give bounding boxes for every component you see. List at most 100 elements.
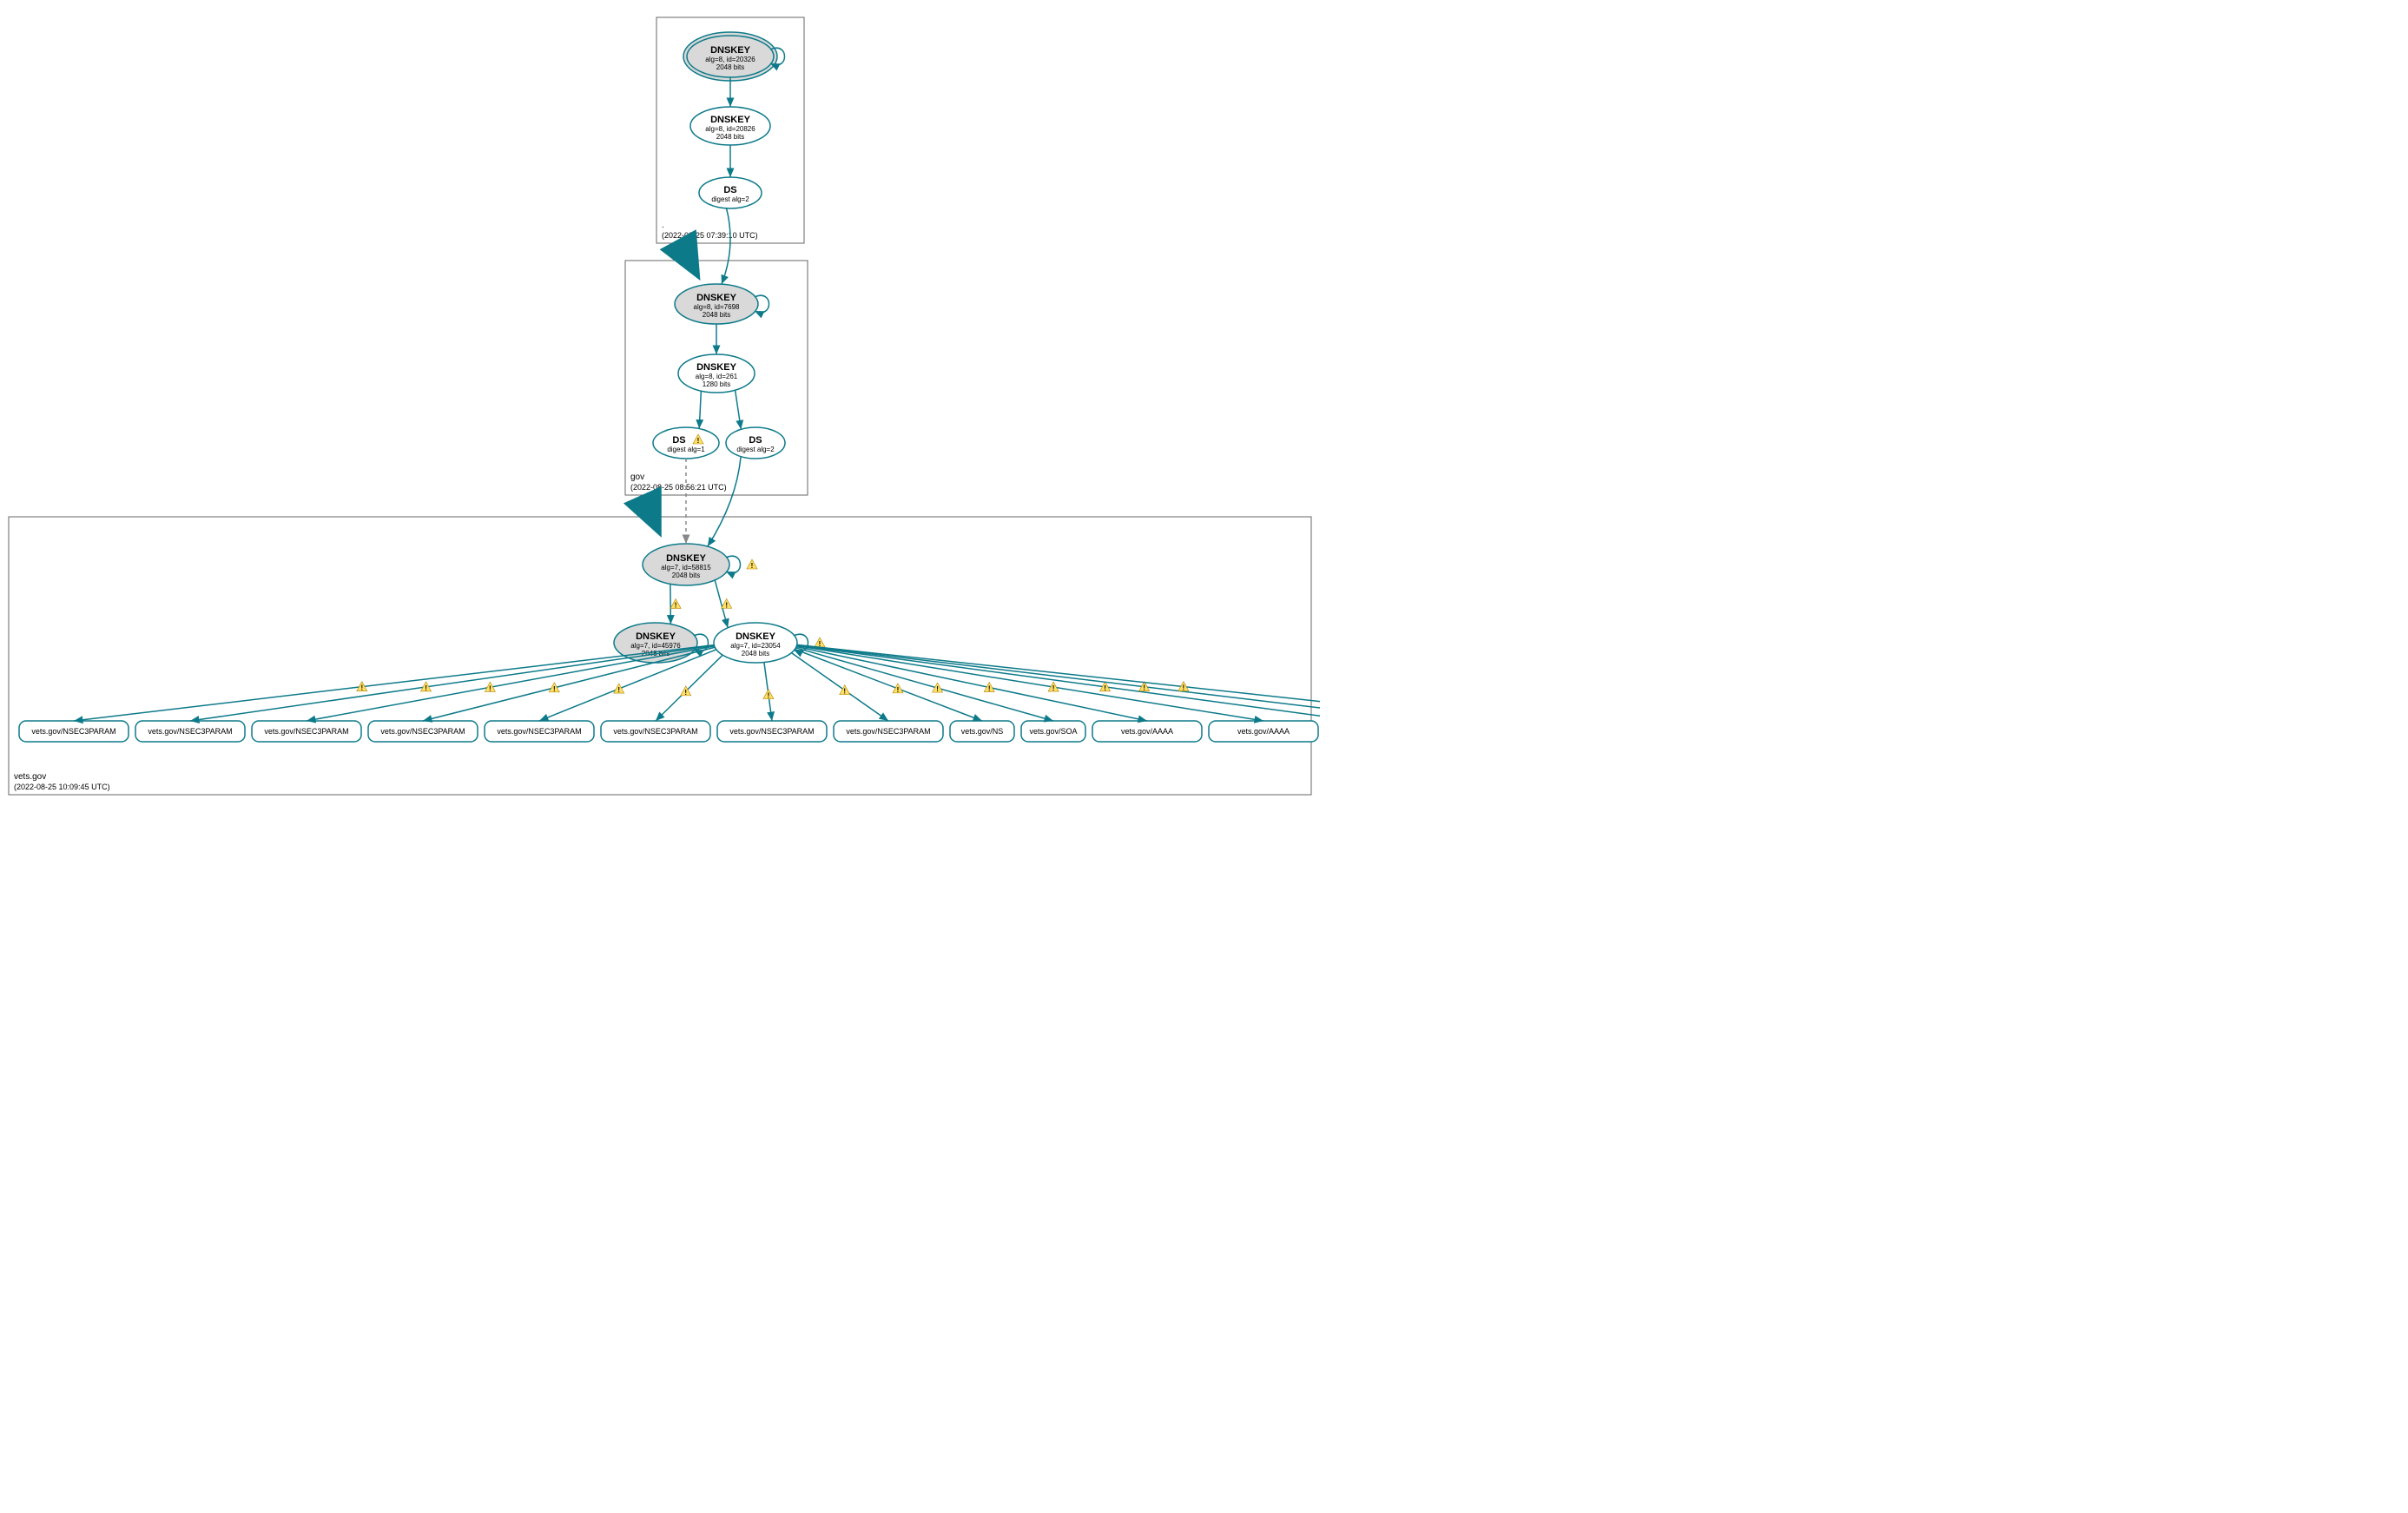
rr-leaf: vets.gov/NSEC3PARAM xyxy=(19,721,129,742)
svg-text:alg=7, id=23054: alg=7, id=23054 xyxy=(730,642,781,650)
svg-text:vets.gov/NSEC3PARAM: vets.gov/NSEC3PARAM xyxy=(264,727,348,736)
dnssec-diagram: .(2022-08-25 07:39:10 UTC) gov (2022-08-25… xyxy=(0,0,1320,834)
svg-text:!: ! xyxy=(768,692,770,700)
node-root_ds: DSdigest alg=2 xyxy=(699,177,762,208)
svg-text:2048 bits: 2048 bits xyxy=(672,572,700,579)
warning-icon: ! xyxy=(549,683,559,693)
svg-text:alg=8, id=20326: alg=8, id=20326 xyxy=(705,56,755,63)
svg-text:DNSKEY: DNSKEY xyxy=(636,631,676,642)
rr-leaf: vets.gov/NSEC3PARAM xyxy=(485,721,594,742)
svg-text:2048 bits: 2048 bits xyxy=(742,650,769,657)
svg-text:2048 bits: 2048 bits xyxy=(716,63,744,71)
svg-text:!: ! xyxy=(1104,684,1106,692)
node-gov_ds2: DSdigest alg=2 xyxy=(726,427,785,459)
zone-link xyxy=(688,243,690,262)
svg-text:vets.gov/NSEC3PARAM: vets.gov/NSEC3PARAM xyxy=(148,727,232,736)
svg-text:2048 bits: 2048 bits xyxy=(703,311,730,319)
edge xyxy=(699,391,701,428)
rr-leaf: vets.gov/NS xyxy=(950,721,1014,742)
warning-icon: ! xyxy=(722,598,732,609)
warning-icon: ! xyxy=(984,683,994,693)
svg-text:.: . xyxy=(662,221,664,230)
svg-text:!: ! xyxy=(1182,684,1184,692)
svg-text:!: ! xyxy=(553,685,556,693)
svg-text:vets.gov/AAAA: vets.gov/AAAA xyxy=(1237,727,1290,736)
svg-text:DNSKEY: DNSKEY xyxy=(696,293,737,303)
svg-text:!: ! xyxy=(725,601,728,609)
svg-text:digest alg=2: digest alg=2 xyxy=(736,446,775,453)
edge xyxy=(708,457,741,547)
svg-text:!: ! xyxy=(897,686,900,694)
svg-text:!: ! xyxy=(675,601,677,609)
edge xyxy=(670,584,671,624)
svg-text:vets.gov/SOA: vets.gov/SOA xyxy=(1029,727,1077,736)
svg-text:DNSKEY: DNSKEY xyxy=(666,553,707,564)
rr-leaf: vets.gov/NSEC3PARAM xyxy=(252,721,361,742)
warning-icon: ! xyxy=(670,598,681,609)
svg-text:digest alg=2: digest alg=2 xyxy=(711,195,749,203)
rr-leaf: vets.gov/AAAA xyxy=(1092,721,1202,742)
rr-leaf: vets.gov/NSEC3PARAM xyxy=(601,721,710,742)
svg-text:!: ! xyxy=(988,685,991,693)
warning-icon: ! xyxy=(485,682,495,692)
rr-leaf: vets.gov/NSEC3PARAM xyxy=(368,721,478,742)
svg-text:!: ! xyxy=(843,688,846,696)
node-vets_zsk1: DNSKEYalg=7, id=459762048 bits! xyxy=(614,623,725,663)
svg-text:vets.gov/NSEC3PARAM: vets.gov/NSEC3PARAM xyxy=(31,727,115,736)
svg-text:vets.gov/AAAA: vets.gov/AAAA xyxy=(1121,727,1173,736)
svg-text:!: ! xyxy=(936,685,939,693)
node-gov_ds1: DS!digest alg=1 xyxy=(653,427,719,459)
svg-text:digest alg=1: digest alg=1 xyxy=(667,446,705,453)
edge-to-leaf xyxy=(656,655,722,721)
svg-text:DS: DS xyxy=(672,435,685,446)
rr-leaf: vets.gov/NSEC3PARAM xyxy=(135,721,245,742)
svg-text:gov: gov xyxy=(630,472,644,482)
rr-leaf: vets.gov/NSEC3PARAM xyxy=(834,721,943,742)
svg-text:alg=8, id=261: alg=8, id=261 xyxy=(696,373,738,380)
warning-icon: ! xyxy=(614,684,624,694)
svg-text:alg=7, id=45976: alg=7, id=45976 xyxy=(630,642,681,650)
edge-to-leaf xyxy=(423,647,715,721)
node-gov_ksk: DNSKEYalg=8, id=76982048 bits xyxy=(675,284,769,324)
svg-text:!: ! xyxy=(697,437,700,445)
edge xyxy=(736,390,742,429)
svg-text:alg=8, id=7698: alg=8, id=7698 xyxy=(694,303,740,311)
svg-text:vets.gov/NSEC3PARAM: vets.gov/NSEC3PARAM xyxy=(729,727,814,736)
svg-text:vets.gov/NSEC3PARAM: vets.gov/NSEC3PARAM xyxy=(380,727,465,736)
edge-to-leaf xyxy=(307,646,715,721)
svg-text:vets.gov/NSEC3PARAM: vets.gov/NSEC3PARAM xyxy=(497,727,581,736)
svg-text:vets.gov/NSEC3PARAM: vets.gov/NSEC3PARAM xyxy=(846,727,930,736)
svg-text:!: ! xyxy=(617,686,620,694)
svg-text:!: ! xyxy=(684,689,687,697)
svg-text:!: ! xyxy=(751,562,754,570)
svg-text:DNSKEY: DNSKEY xyxy=(736,631,776,642)
edge-to-leaf xyxy=(190,645,714,721)
svg-text:DS: DS xyxy=(723,185,736,195)
svg-text:vets.gov/NSEC3PARAM: vets.gov/NSEC3PARAM xyxy=(613,727,697,736)
warning-icon: ! xyxy=(840,685,850,696)
rr-leaf: vets.gov/AAAA xyxy=(1209,721,1318,742)
svg-text:DNSKEY: DNSKEY xyxy=(710,45,751,56)
svg-text:vets.gov/NS: vets.gov/NS xyxy=(961,727,1004,736)
svg-text:!: ! xyxy=(425,684,427,692)
svg-text:vets.gov: vets.gov xyxy=(14,772,46,782)
rr-leaf: vets.gov/SOA xyxy=(1021,721,1085,742)
svg-text:DNSKEY: DNSKEY xyxy=(696,362,737,373)
node-root_zsk: DNSKEYalg=8, id=208262048 bits xyxy=(690,107,770,145)
svg-text:!: ! xyxy=(489,684,491,692)
svg-text:1280 bits: 1280 bits xyxy=(703,380,730,388)
svg-text:(2022-08-25 10:09:45 UTC): (2022-08-25 10:09:45 UTC) xyxy=(14,783,110,791)
svg-text:2048 bits: 2048 bits xyxy=(716,133,744,141)
svg-text:DS: DS xyxy=(749,435,762,446)
edge xyxy=(722,208,730,284)
rr-leaf: vets.gov/NSEC3PARAM xyxy=(717,721,827,742)
edge-to-leaf xyxy=(796,647,1147,721)
svg-text:!: ! xyxy=(360,684,363,692)
svg-text:(2022-08-25 07:39:10 UTC): (2022-08-25 07:39:10 UTC) xyxy=(662,231,758,240)
svg-text:!: ! xyxy=(1052,684,1055,692)
svg-text:alg=7, id=58815: alg=7, id=58815 xyxy=(661,564,711,572)
node-gov_zsk: DNSKEYalg=8, id=2611280 bits xyxy=(678,354,755,393)
edge-to-leaf xyxy=(74,645,714,721)
warning-icon: ! xyxy=(893,684,903,694)
edge-to-leaf xyxy=(796,645,1263,721)
